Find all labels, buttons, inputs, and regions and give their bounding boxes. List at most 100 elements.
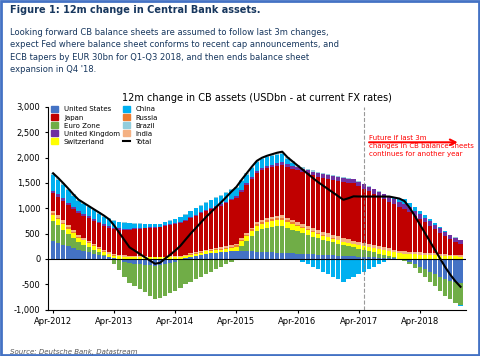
Bar [254, 171, 259, 173]
Bar [382, 199, 386, 247]
Bar [285, 167, 289, 218]
Bar [92, 219, 96, 221]
Bar [372, 252, 376, 257]
Bar [361, 243, 366, 246]
Bar [163, 222, 168, 225]
Bar [158, 259, 162, 265]
Bar [418, 252, 422, 255]
Text: Figure 1: 12m change in Central Bank assets.: Figure 1: 12m change in Central Bank ass… [10, 5, 260, 15]
Bar [224, 248, 228, 249]
Bar [453, 282, 457, 303]
Bar [372, 257, 376, 259]
Bar [66, 229, 71, 234]
Bar [127, 259, 132, 263]
Text: Source: Deutsche Bank, Datastream: Source: Deutsche Bank, Datastream [10, 349, 137, 355]
Bar [97, 247, 101, 248]
Bar [254, 222, 259, 224]
Bar [341, 177, 346, 178]
Bar [72, 232, 76, 234]
Bar [107, 226, 111, 228]
Bar [61, 222, 65, 224]
Bar [122, 229, 127, 230]
Bar [433, 253, 437, 255]
Bar [290, 161, 295, 163]
Bar [377, 258, 381, 259]
Bar [316, 255, 320, 259]
Bar [336, 236, 340, 240]
Bar [290, 230, 295, 253]
Bar [443, 236, 447, 254]
Bar [275, 155, 279, 163]
Bar [240, 241, 244, 246]
Bar [92, 245, 96, 246]
Bar [361, 189, 366, 243]
Bar [402, 199, 407, 204]
Bar [229, 248, 233, 251]
Bar [178, 259, 182, 260]
Bar [306, 259, 310, 264]
Bar [178, 222, 182, 256]
Bar [336, 259, 340, 279]
Bar [458, 283, 463, 305]
Bar [254, 224, 259, 226]
Bar [438, 228, 442, 232]
Bar [189, 259, 193, 282]
Bar [367, 259, 371, 269]
Bar [209, 209, 213, 249]
Bar [86, 242, 91, 243]
Bar [61, 230, 65, 245]
Bar [357, 257, 361, 259]
Bar [229, 247, 233, 248]
Bar [224, 252, 228, 259]
Bar [412, 252, 417, 254]
Bar [341, 242, 346, 245]
Bar [143, 259, 147, 265]
Bar [148, 259, 152, 265]
Bar [367, 247, 371, 251]
Bar [82, 203, 86, 204]
Bar [290, 222, 295, 224]
Bar [428, 272, 432, 282]
Bar [250, 251, 254, 259]
Bar [290, 168, 295, 220]
Bar [107, 253, 111, 254]
Bar [209, 199, 213, 200]
Bar [178, 260, 182, 288]
Bar [193, 256, 198, 259]
Bar [387, 197, 391, 202]
Bar [92, 254, 96, 259]
Bar [107, 254, 111, 257]
Bar [102, 250, 106, 251]
Bar [254, 226, 259, 231]
Bar [173, 257, 178, 259]
Bar [448, 235, 453, 239]
Bar [392, 199, 396, 204]
Bar [72, 248, 76, 259]
Bar [341, 245, 346, 256]
Bar [423, 259, 427, 269]
Bar [326, 175, 330, 179]
Bar [270, 154, 274, 156]
Bar [260, 252, 264, 259]
Bar [240, 180, 244, 181]
Bar [275, 216, 279, 218]
Bar [117, 229, 121, 230]
Bar [193, 209, 198, 215]
Bar [137, 229, 142, 256]
Bar [280, 218, 285, 220]
Bar [326, 241, 330, 255]
Bar [367, 244, 371, 247]
Bar [153, 224, 157, 227]
Bar [260, 220, 264, 222]
Bar [275, 153, 279, 155]
Bar [280, 215, 285, 218]
Bar [224, 193, 228, 201]
Bar [219, 206, 223, 247]
Bar [51, 215, 55, 221]
Bar [361, 250, 366, 257]
Bar [163, 225, 168, 226]
Bar [270, 227, 274, 252]
Bar [290, 166, 295, 168]
Bar [428, 226, 432, 253]
Bar [209, 259, 213, 272]
